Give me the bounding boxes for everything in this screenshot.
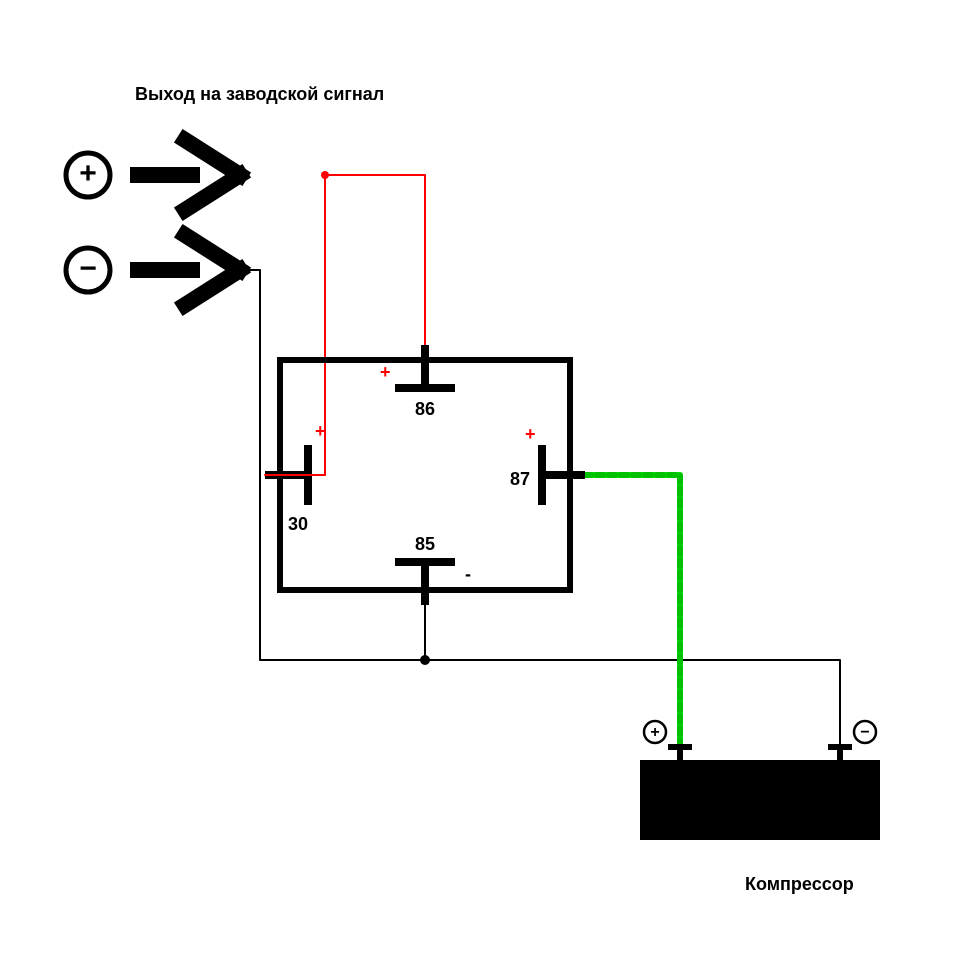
svg-text:+: + <box>650 724 659 741</box>
relay-pin-30-sign: + <box>315 421 326 441</box>
compressor-box <box>640 760 880 840</box>
svg-text:−: − <box>860 724 869 741</box>
relay-pin-86-sign: + <box>380 362 391 382</box>
relay-pin-85-sign: - <box>465 564 471 584</box>
wire-black-from-minus <box>240 270 425 660</box>
wire-black-to-comp-minus <box>425 660 840 747</box>
junction-black <box>420 655 430 665</box>
wiring-diagram: Выход на заводской сигнал + − 86 +85 - 30 +87 + +… <box>0 0 960 960</box>
relay-pin-87-sign: + <box>525 424 536 444</box>
source-minus-icon-sign: − <box>79 252 97 285</box>
compressor-label: Компрессор <box>745 874 854 894</box>
wire-red-to-86 <box>325 175 425 345</box>
wire-green-to-comp-plus <box>585 475 680 747</box>
relay-pin-85-label: 85 <box>415 534 435 554</box>
junction-red <box>321 171 329 179</box>
title-label: Выход на заводской сигнал <box>135 84 384 104</box>
relay-pin-30-label: 30 <box>288 514 308 534</box>
relay-pin-87-label: 87 <box>510 469 530 489</box>
source-plus-icon-sign: + <box>79 157 97 190</box>
relay-pin-86-label: 86 <box>415 399 435 419</box>
